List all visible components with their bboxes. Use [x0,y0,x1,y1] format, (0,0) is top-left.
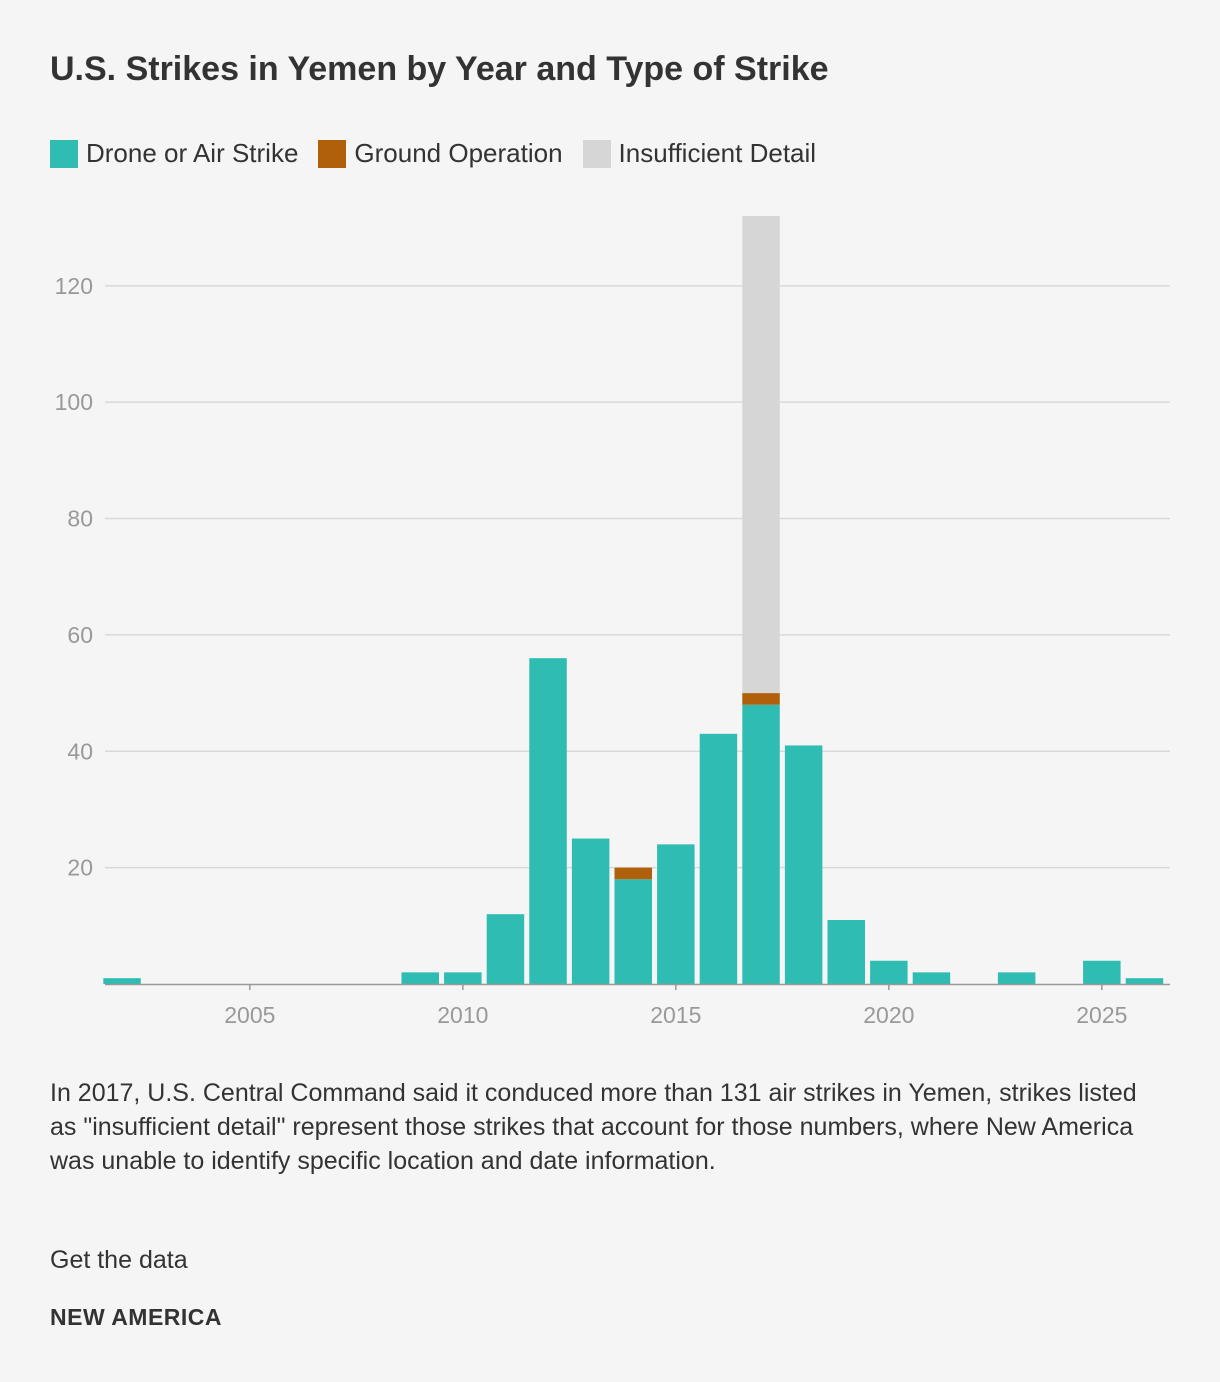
bar-2013-drone-or-air-strike [571,838,610,984]
bar-2010-drone-or-air-strike [444,972,482,984]
bar-2020-drone-or-air-strike [870,960,908,984]
x-tick-label-2015: 2015 [650,1002,701,1028]
legend-swatch-insufficient [582,139,611,168]
bar-2009-drone-or-air-strike [401,972,439,984]
y-tick-label-20: 20 [67,855,93,881]
get-the-data-link[interactable]: Get the data [50,1246,188,1274]
legend-label-drone: Drone or Air Strike [86,138,299,168]
bar-2018-drone-or-air-strike [784,745,823,984]
legend-swatch-ground [318,139,347,168]
x-tick-label-2025: 2025 [1076,1002,1127,1028]
legend-label-ground: Ground Operation [354,138,563,168]
legend-label-insufficient: Insufficient Detail [618,138,817,168]
legend-item-insufficient: Insufficient Detail [582,138,817,169]
legend-swatch-drone [50,139,78,168]
chart-caption: In 2017, U.S. Central Command said it co… [50,1079,1137,1175]
bar-2015-drone-or-air-strike [657,844,695,984]
legend-item-ground: Ground Operation [318,138,563,169]
x-tick-label-2005: 2005 [224,1002,275,1028]
bar-2026-drone-or-air-strike [1125,978,1164,984]
y-tick-label-100: 100 [55,389,93,415]
bar-2016-drone-or-air-strike [699,733,738,984]
chart-title: U.S. Strikes in Yemen by Year and Type o… [50,50,829,88]
bar-2019-drone-or-air-strike [827,920,865,984]
bar-2002-drone-or-air-strike [103,978,141,984]
y-tick-label-60: 60 [67,622,93,648]
bar-2011-drone-or-air-strike [486,914,525,984]
x-tick-label-2010: 2010 [437,1002,488,1028]
bar-2017-ground-operation [742,693,780,705]
bar-2017-drone-or-air-strike [742,704,780,984]
bar-2014-ground-operation [614,867,652,880]
bar-2017-insufficient-detail [742,216,780,694]
x-tick-label-2020: 2020 [863,1002,914,1028]
legend-item-drone: Drone or Air Strike [50,138,298,169]
bar-2014-drone-or-air-strike [614,879,652,984]
legend: Drone or Air Strike Ground Operation Ins… [50,138,836,169]
bar-2023-drone-or-air-strike [997,972,1036,984]
y-tick-label-40: 40 [67,738,93,764]
y-tick-label-80: 80 [67,506,93,532]
bar-chart: 20 40 60 80 100 120 2005 2010 2015 2020 2025 [55,216,1170,1028]
bar-2025-drone-or-air-strike [1083,960,1121,984]
bar-2021-drone-or-air-strike [912,972,951,984]
y-tick-label-120: 120 [55,273,93,299]
brand-logo-text: NEW AMERICA [50,1304,223,1330]
bar-2012-drone-or-air-strike [529,658,567,984]
